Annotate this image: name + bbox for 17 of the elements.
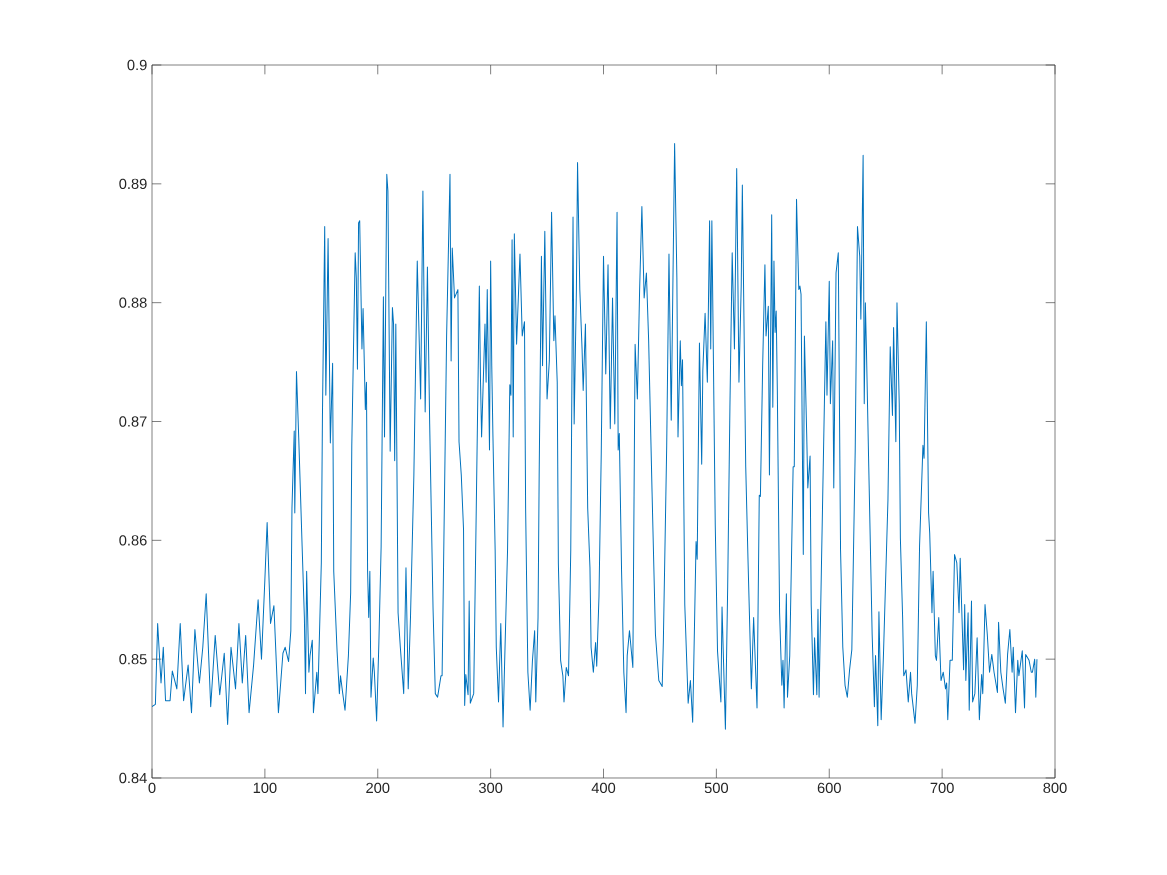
x-tick-label: 300 bbox=[478, 782, 503, 794]
y-tick-label: 0.85 bbox=[119, 653, 147, 665]
x-tick-label: 0 bbox=[148, 782, 156, 794]
x-tick-label: 600 bbox=[817, 782, 841, 794]
x-tick-label: 500 bbox=[704, 782, 729, 794]
y-tick-label: 0.9 bbox=[127, 59, 147, 71]
x-tick-label: 700 bbox=[930, 782, 954, 794]
y-tick-label: 0.86 bbox=[119, 535, 147, 546]
x-tick-label: 800 bbox=[1043, 782, 1067, 794]
x-tick-label: 100 bbox=[253, 782, 277, 794]
line-series bbox=[152, 142, 1038, 730]
y-tick-label: 0.87 bbox=[119, 416, 147, 427]
y-tick-label: 0.88 bbox=[119, 297, 147, 308]
x-tick-label: 200 bbox=[366, 782, 390, 794]
y-tick-label: 0.89 bbox=[119, 178, 147, 190]
x-tick-label: 400 bbox=[591, 782, 616, 794]
y-tick-label: 0.84 bbox=[119, 772, 147, 784]
